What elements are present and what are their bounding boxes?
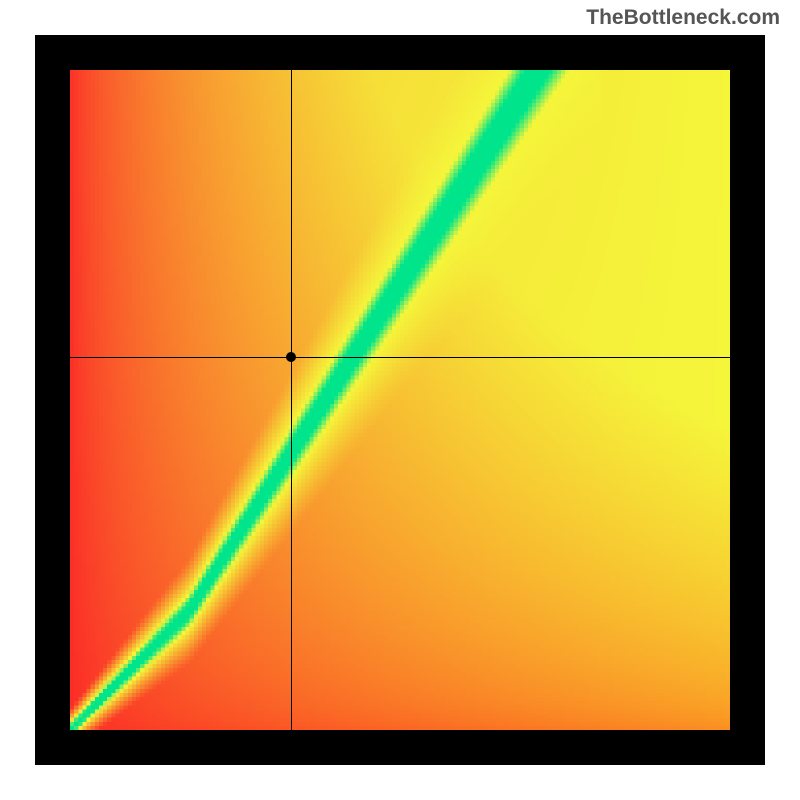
crosshair-vertical (291, 70, 292, 730)
marker-dot (286, 352, 296, 362)
chart-container: TheBottleneck.com (0, 0, 800, 800)
watermark-text: TheBottleneck.com (586, 6, 780, 30)
heatmap-canvas (70, 70, 730, 730)
crosshair-horizontal (70, 357, 730, 358)
plot-inner (70, 70, 730, 730)
